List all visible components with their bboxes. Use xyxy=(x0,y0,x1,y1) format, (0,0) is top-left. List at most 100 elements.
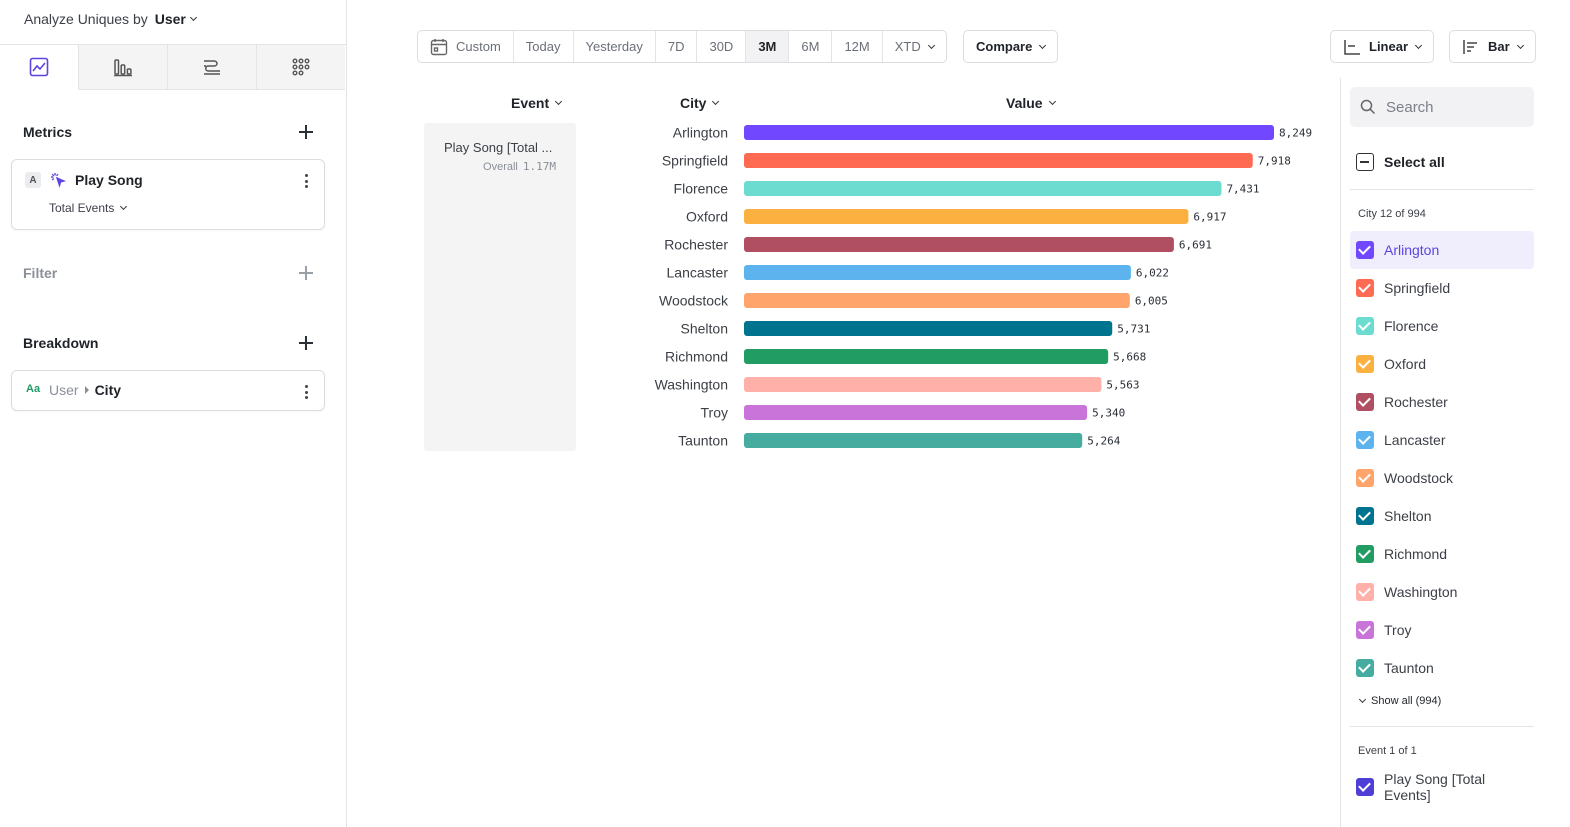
category-label: Washington xyxy=(655,377,728,393)
analyze-by-selector[interactable]: Analyze Uniques by User xyxy=(24,11,197,27)
column-header-label: Value xyxy=(1006,95,1043,111)
checkbox-checked-icon[interactable] xyxy=(1356,355,1374,373)
date-range-xtd[interactable]: XTD xyxy=(881,31,946,62)
legend-item-city[interactable]: Lancaster xyxy=(1350,421,1534,459)
date-range-12m[interactable]: 12M xyxy=(831,31,881,62)
breakdown-card[interactable]: Aa User City xyxy=(11,370,325,411)
checkbox-checked-icon[interactable] xyxy=(1356,469,1374,487)
event-caption: Event 1 of 1 xyxy=(1358,745,1417,757)
analyze-value[interactable]: User xyxy=(155,11,197,27)
legend-item-city[interactable]: Woodstock xyxy=(1350,459,1534,497)
legend-item-city[interactable]: Richmond xyxy=(1350,535,1534,573)
category-label: Lancaster xyxy=(667,265,729,281)
add-metric-icon[interactable] xyxy=(299,125,313,139)
metric-measure-selector[interactable]: Total Events xyxy=(49,201,128,215)
checkbox-checked-icon[interactable] xyxy=(1356,431,1374,449)
column-header-event[interactable]: Event xyxy=(511,95,563,111)
breakdown-property-path[interactable]: User City xyxy=(49,382,121,398)
chart-type-selector[interactable]: Bar xyxy=(1449,30,1536,63)
legend-item-city[interactable]: Rochester xyxy=(1350,383,1534,421)
legend-search[interactable] xyxy=(1350,87,1534,127)
retention-tab[interactable] xyxy=(256,45,345,90)
analyze-prefix: Analyze Uniques by xyxy=(24,11,148,27)
bar[interactable] xyxy=(744,209,1189,224)
event-row-cell[interactable]: Play Song [Total ... Overall 1.17M xyxy=(424,123,576,451)
bar[interactable] xyxy=(744,237,1174,252)
checkbox-checked-icon[interactable] xyxy=(1356,317,1374,335)
search-input[interactable] xyxy=(1386,98,1516,116)
indeterminate-checkbox-icon[interactable] xyxy=(1356,153,1374,171)
date-range-today[interactable]: Today xyxy=(512,31,573,62)
bar[interactable] xyxy=(744,433,1083,448)
legend-item-city[interactable]: Taunton xyxy=(1350,649,1534,687)
metric-event-name[interactable]: Play Song xyxy=(75,172,143,188)
column-header-value[interactable]: Value xyxy=(1006,95,1056,111)
metric-more-icon[interactable] xyxy=(305,174,308,188)
legend-item-label: Troy xyxy=(1384,622,1412,638)
bar[interactable] xyxy=(744,265,1131,280)
checkbox-checked-icon[interactable] xyxy=(1356,621,1374,639)
bar[interactable] xyxy=(744,153,1253,168)
chevron-down-icon xyxy=(1516,41,1524,49)
funnels-tab[interactable] xyxy=(78,45,167,90)
city-caption: City 12 of 994 xyxy=(1358,208,1426,220)
add-breakdown-icon[interactable] xyxy=(299,336,313,350)
date-range-selector: Custom Today Yesterday 7D 30D 3M 6M 12M … xyxy=(417,30,947,63)
checkbox-checked-icon[interactable] xyxy=(1356,241,1374,259)
value-label: 7,918 xyxy=(1258,155,1291,168)
select-all-toggle[interactable]: Select all xyxy=(1356,153,1445,171)
date-range-7d[interactable]: 7D xyxy=(654,31,697,62)
bar[interactable] xyxy=(744,293,1130,308)
compare-button[interactable]: Compare xyxy=(963,30,1059,63)
checkbox-checked-icon[interactable] xyxy=(1356,583,1374,601)
bar[interactable] xyxy=(744,349,1109,364)
checkbox-checked-icon[interactable] xyxy=(1356,778,1374,796)
breakdown-entity: User xyxy=(49,382,79,398)
date-range-6m[interactable]: 6M xyxy=(788,31,831,62)
bar[interactable] xyxy=(744,377,1102,392)
legend-item-city[interactable]: Springfield xyxy=(1350,269,1534,307)
date-range-custom[interactable]: Custom xyxy=(418,31,513,62)
show-all-link[interactable]: Show all (994) xyxy=(1358,695,1441,707)
column-header-label: Event xyxy=(511,95,550,111)
checkbox-checked-icon[interactable] xyxy=(1356,393,1374,411)
checkbox-checked-icon[interactable] xyxy=(1356,545,1374,563)
bar[interactable] xyxy=(744,125,1274,140)
legend-item-city[interactable]: Troy xyxy=(1350,611,1534,649)
category-label: Taunton xyxy=(678,433,728,449)
chevron-down-icon xyxy=(1048,97,1056,106)
breakdown-more-icon[interactable] xyxy=(305,385,308,399)
query-builder-panel: Analyze Uniques by User xyxy=(0,0,347,827)
legend-item-city[interactable]: Oxford xyxy=(1350,345,1534,383)
category-label: Troy xyxy=(701,405,728,421)
bar[interactable] xyxy=(744,321,1113,336)
legend-item-city[interactable]: Shelton xyxy=(1350,497,1534,535)
legend-item-event[interactable]: Play Song [Total Events] xyxy=(1350,768,1534,806)
bar[interactable] xyxy=(744,181,1222,196)
legend-item-city[interactable]: Arlington xyxy=(1350,231,1534,269)
insights-tab[interactable] xyxy=(0,45,78,90)
date-range-label: Custom xyxy=(456,39,501,54)
flows-tab[interactable] xyxy=(167,45,256,90)
value-label: 6,691 xyxy=(1179,239,1212,252)
add-filter-icon[interactable] xyxy=(299,266,313,280)
metric-card[interactable]: A Play Song Total Events xyxy=(11,159,325,230)
legend-item-label: Shelton xyxy=(1384,508,1432,524)
caret-right-icon xyxy=(84,386,89,394)
date-range-yesterday[interactable]: Yesterday xyxy=(572,31,655,62)
scale-selector[interactable]: Linear xyxy=(1330,30,1435,63)
column-header-city[interactable]: City xyxy=(680,95,720,111)
flows-icon xyxy=(204,60,220,75)
checkbox-checked-icon[interactable] xyxy=(1356,279,1374,297)
checkbox-checked-icon[interactable] xyxy=(1356,507,1374,525)
legend-item-city[interactable]: Washington xyxy=(1350,573,1534,611)
category-label: Arlington xyxy=(673,125,728,141)
legend-item-city[interactable]: Florence xyxy=(1350,307,1534,345)
date-range-3m[interactable]: 3M xyxy=(745,31,789,62)
bar[interactable] xyxy=(744,405,1088,420)
value-label: 8,249 xyxy=(1279,127,1312,140)
date-range-30d[interactable]: 30D xyxy=(696,31,745,62)
legend-item-label: Oxford xyxy=(1384,356,1427,372)
checkbox-checked-icon[interactable] xyxy=(1356,659,1374,677)
filter-section-header: Filter xyxy=(23,265,313,281)
